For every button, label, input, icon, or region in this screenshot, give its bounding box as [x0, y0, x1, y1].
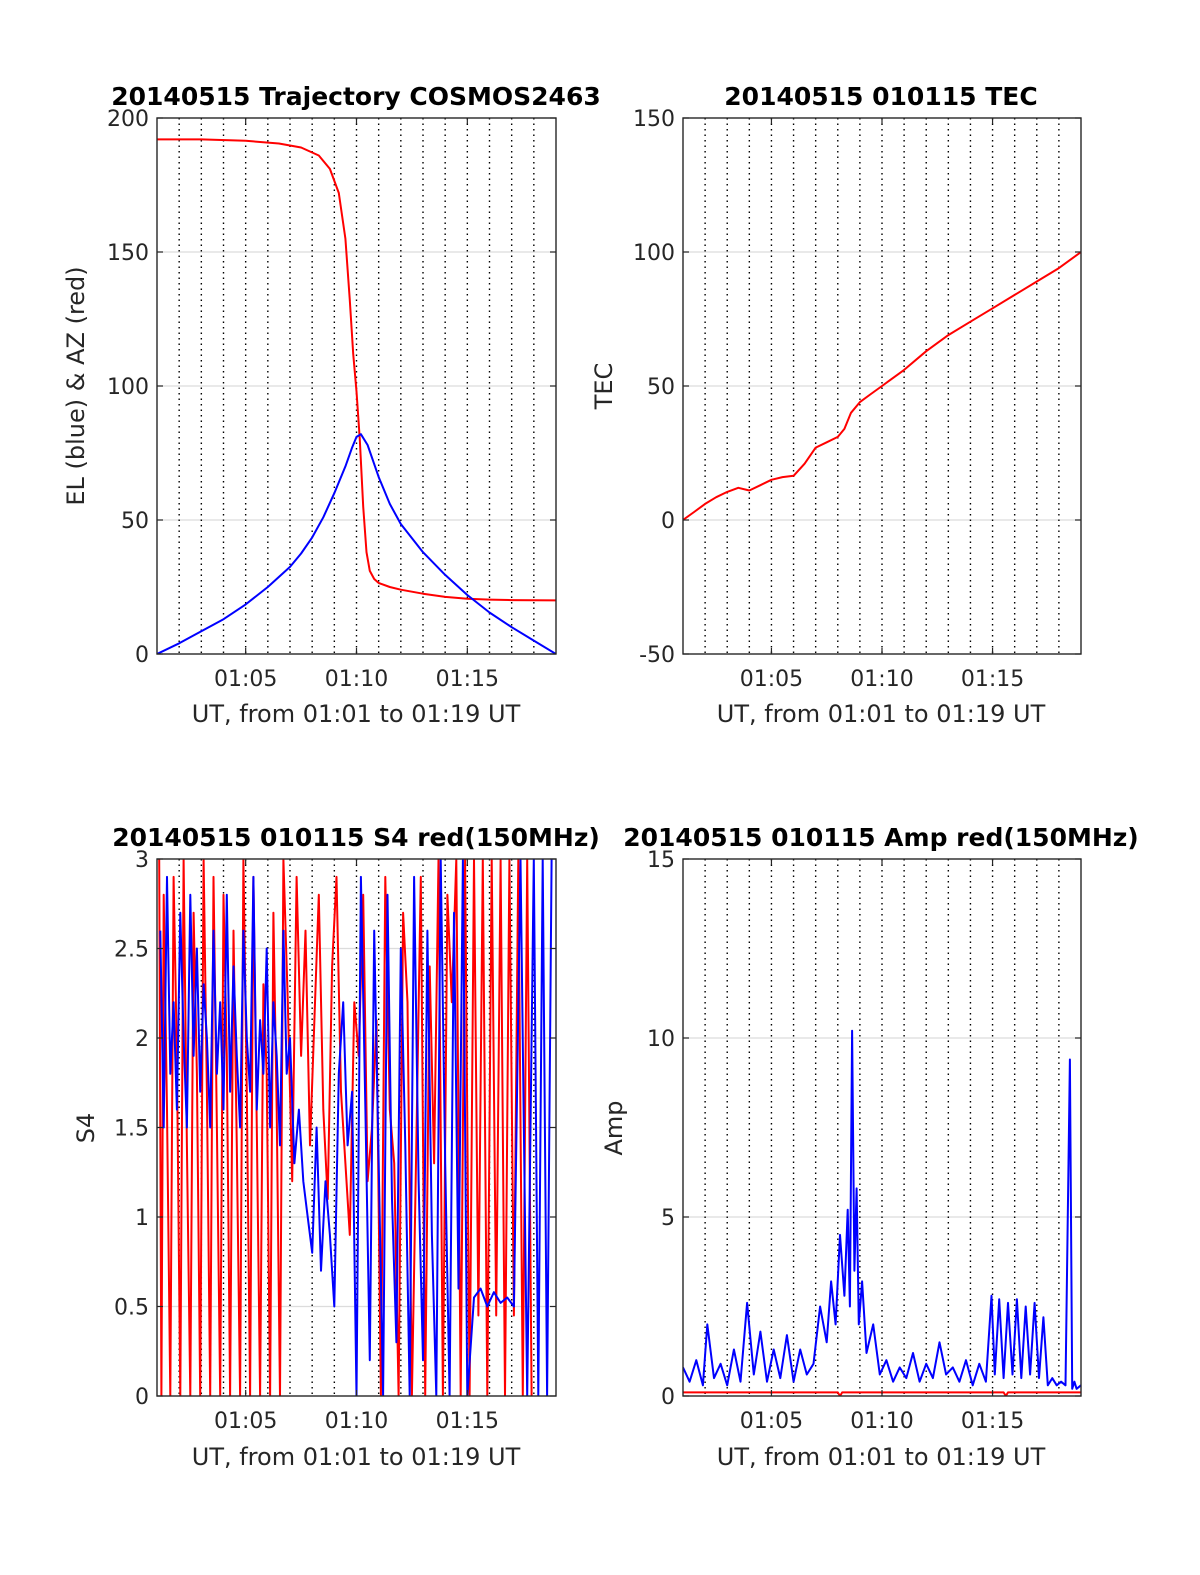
- panel-trajectory: 20140515 Trajectory COSMOS2463 0 50 100 150…: [62, 82, 601, 728]
- ytick-label: 10: [647, 1027, 675, 1052]
- trajectory-title: 20140515 Trajectory COSMOS2463: [111, 82, 601, 111]
- trajectory-plot-area: 0 50 100 150 200 01:05 01:10 01:15: [107, 107, 557, 692]
- series-line-1: [158, 859, 533, 1396]
- s4-title: 20140515 010115 S4 red(150MHz): [112, 823, 600, 852]
- trajectory-ylabel: EL (blue) & AZ (red): [62, 266, 90, 505]
- xtick-label: 01:10: [325, 1409, 388, 1434]
- ytick-label: -50: [639, 643, 675, 668]
- ytick-label: 5: [661, 1206, 675, 1231]
- xtick-label: 01:10: [850, 1409, 913, 1434]
- xtick-label: 01:05: [214, 667, 277, 692]
- tec-ylabel: TEC: [590, 363, 618, 411]
- ytick-label: 2.5: [114, 938, 149, 963]
- ytick-label: 0: [135, 643, 149, 668]
- ytick-label: 150: [633, 107, 675, 132]
- xtick-label: 01:10: [850, 667, 913, 692]
- ytick-label: 50: [647, 375, 675, 400]
- tec-xlabel: UT, from 01:01 to 01:19 UT: [717, 700, 1046, 728]
- xtick-label: 01:05: [740, 1409, 803, 1434]
- xtick-label: 01:15: [436, 1409, 499, 1434]
- s4-ylabel: S4: [72, 1113, 100, 1144]
- s4-plot-area: 0 0.5 1 1.5 2 2.5 3 01:05 01:10 01:15: [114, 848, 557, 1434]
- series-line-2: [683, 1029, 1081, 1390]
- amp-plot-area: 0 5 10 15 01:05 01:10 01:15: [647, 848, 1082, 1434]
- ytick-label: 15: [647, 848, 675, 873]
- xtick-label: 01:10: [325, 667, 388, 692]
- ytick-label: 100: [633, 241, 675, 266]
- series-line-1: [683, 1391, 1081, 1396]
- xtick-label: 01:15: [961, 1409, 1024, 1434]
- ytick-label: 0: [135, 1385, 149, 1410]
- series-line-2: [157, 433, 556, 654]
- amp-ylabel: Amp: [600, 1100, 628, 1155]
- panel-tec: 20140515 010115 TEC -50 0 50 100 150 01:05 01:…: [590, 82, 1082, 728]
- amp-title: 20140515 010115 Amp red(150MHz): [623, 823, 1139, 852]
- ytick-label: 0: [661, 509, 675, 534]
- ytick-label: 0.5: [114, 1296, 149, 1321]
- ytick-label: 50: [121, 509, 149, 534]
- amp-xlabel: UT, from 01:01 to 01:19 UT: [717, 1443, 1046, 1471]
- trajectory-xlabel: UT, from 01:01 to 01:19 UT: [192, 700, 521, 728]
- panel-amp: 20140515 010115 Amp red(150MHz) 0 5 10 15 01…: [600, 823, 1139, 1471]
- series-line-1: [157, 138, 556, 602]
- xtick-label: 01:15: [961, 667, 1024, 692]
- ytick-label: 0: [661, 1385, 675, 1410]
- tec-title: 20140515 010115 TEC: [724, 82, 1037, 111]
- xtick-label: 01:05: [214, 1409, 277, 1434]
- xtick-label: 01:05: [740, 667, 803, 692]
- xtick-label: 01:15: [436, 667, 499, 692]
- ytick-label: 3: [135, 848, 149, 873]
- series-line-2: [159, 859, 553, 1396]
- s4-xlabel: UT, from 01:01 to 01:19 UT: [192, 1443, 521, 1471]
- ytick-label: 2: [135, 1027, 149, 1052]
- panel-s4: 20140515 010115 S4 red(150MHz) 0 0.5 1 1.5 2…: [72, 823, 600, 1471]
- ytick-label: 1: [135, 1206, 149, 1231]
- ytick-label: 1.5: [114, 1117, 149, 1142]
- series-line-1: [683, 251, 1081, 521]
- tec-plot-area: -50 0 50 100 150 01:05 01:10 01:15: [633, 107, 1082, 692]
- ytick-label: 100: [107, 375, 149, 400]
- ytick-label: 150: [107, 241, 149, 266]
- ytick-label: 200: [107, 107, 149, 132]
